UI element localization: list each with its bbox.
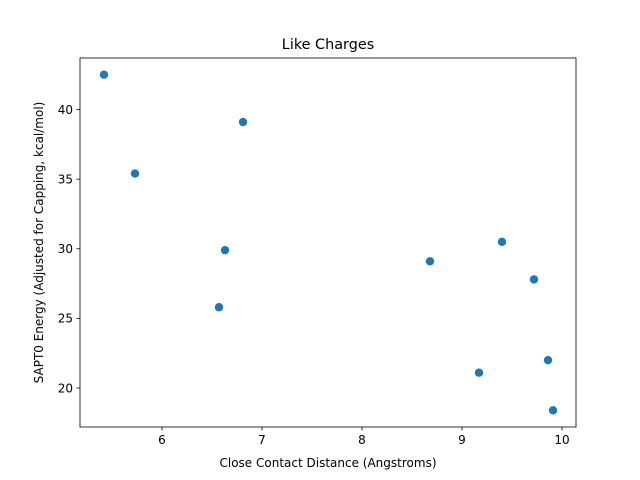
data-point xyxy=(238,117,248,127)
data-point xyxy=(543,355,553,365)
y-tick-label: 25 xyxy=(58,312,73,326)
data-points xyxy=(99,70,558,415)
data-point xyxy=(548,406,558,415)
y-tick-label: 35 xyxy=(58,172,73,186)
y-tick-label: 40 xyxy=(58,103,73,117)
data-point xyxy=(214,303,224,312)
data-point xyxy=(529,275,539,284)
x-tick-label: 9 xyxy=(458,433,466,447)
x-tick-label: 7 xyxy=(258,433,266,447)
plot-frame xyxy=(79,57,577,428)
data-point xyxy=(130,169,140,178)
data-point xyxy=(425,257,435,266)
x-tick-label: 8 xyxy=(358,433,366,447)
data-point xyxy=(474,368,484,377)
x-axis-ticks: 6 7 8 9 10 xyxy=(158,427,570,447)
data-point xyxy=(220,245,230,255)
chart-title: Like Charges xyxy=(282,37,374,53)
data-point xyxy=(497,237,507,246)
plot-area xyxy=(79,57,577,428)
x-tick-label: 10 xyxy=(554,433,569,447)
y-tick-label: 30 xyxy=(58,242,73,256)
y-tick-label: 20 xyxy=(58,381,73,395)
x-axis-label: Close Contact Distance (Angstroms) xyxy=(220,456,437,470)
data-point xyxy=(99,70,109,79)
y-axis-label: SAPT0 Energy (Adjusted for Capping, kcal… xyxy=(32,102,46,384)
x-tick-label: 6 xyxy=(158,433,166,447)
y-axis-ticks: 20 25 30 35 40 xyxy=(58,103,80,395)
